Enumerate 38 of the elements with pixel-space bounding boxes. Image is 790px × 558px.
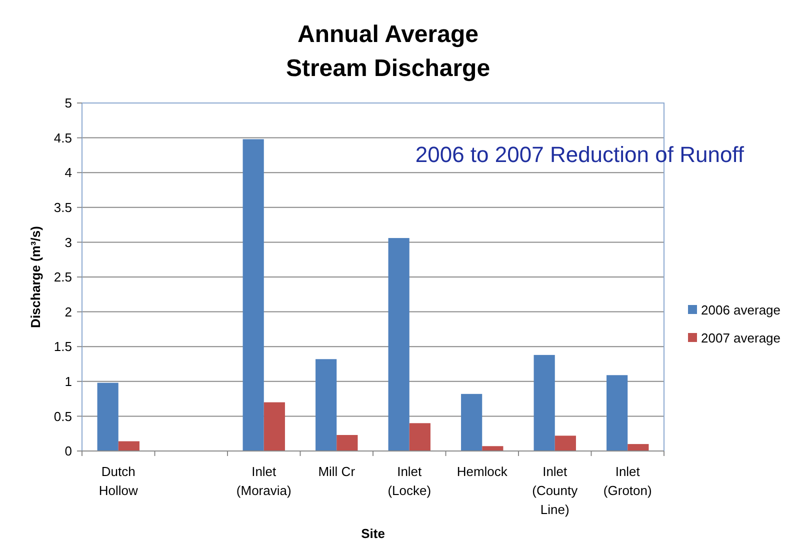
y-tick-label: 4 [64, 165, 72, 180]
bar [628, 444, 649, 451]
x-tick-label: Dutch Hollow [98, 464, 138, 498]
bar [606, 375, 628, 451]
x-tick-label: Inlet (County Line) [532, 464, 578, 517]
y-tick-label: 1 [64, 374, 72, 389]
x-tick-label: Hemlock [456, 464, 508, 479]
y-tick-label: 3 [64, 234, 72, 250]
x-tick-label: Inlet (Locke) [388, 464, 432, 498]
bar [118, 441, 140, 451]
chart-title: Annual Average Stream Discharge [286, 21, 490, 82]
annotation: 2006 to 2007 Reduction of Runoff [415, 142, 745, 167]
bar [336, 434, 358, 451]
bar [97, 382, 118, 451]
bar [409, 423, 430, 451]
bar [242, 139, 264, 451]
y-tick-label: 2.5 [54, 270, 72, 285]
y-tick-label: 2 [64, 304, 72, 320]
y-tick-label: 0.5 [54, 408, 72, 424]
bar [264, 402, 285, 451]
bar [316, 359, 337, 451]
legend-label: 2006 average [701, 302, 781, 318]
x-tick-label: Inlet (Moravia) [236, 464, 292, 498]
y-tick-label: 0 [64, 444, 72, 459]
legend-label: 2007 average [701, 330, 781, 346]
x-axis-title: Site [361, 526, 385, 541]
bar [554, 436, 576, 451]
bar [461, 394, 482, 451]
y-tick-label: 5 [64, 96, 72, 111]
bar [388, 238, 410, 451]
bar [534, 354, 555, 451]
bar [482, 446, 504, 451]
y-tick-label: 4.5 [54, 130, 72, 146]
x-tick-label: Inlet (Groton) [603, 464, 652, 498]
x-tick-label: Mill Cr [318, 464, 356, 479]
y-tick-label: 1.5 [54, 339, 72, 354]
y-axis-title: Discharge (m³/s) [28, 226, 43, 328]
y-tick-label: 3.5 [54, 200, 72, 215]
